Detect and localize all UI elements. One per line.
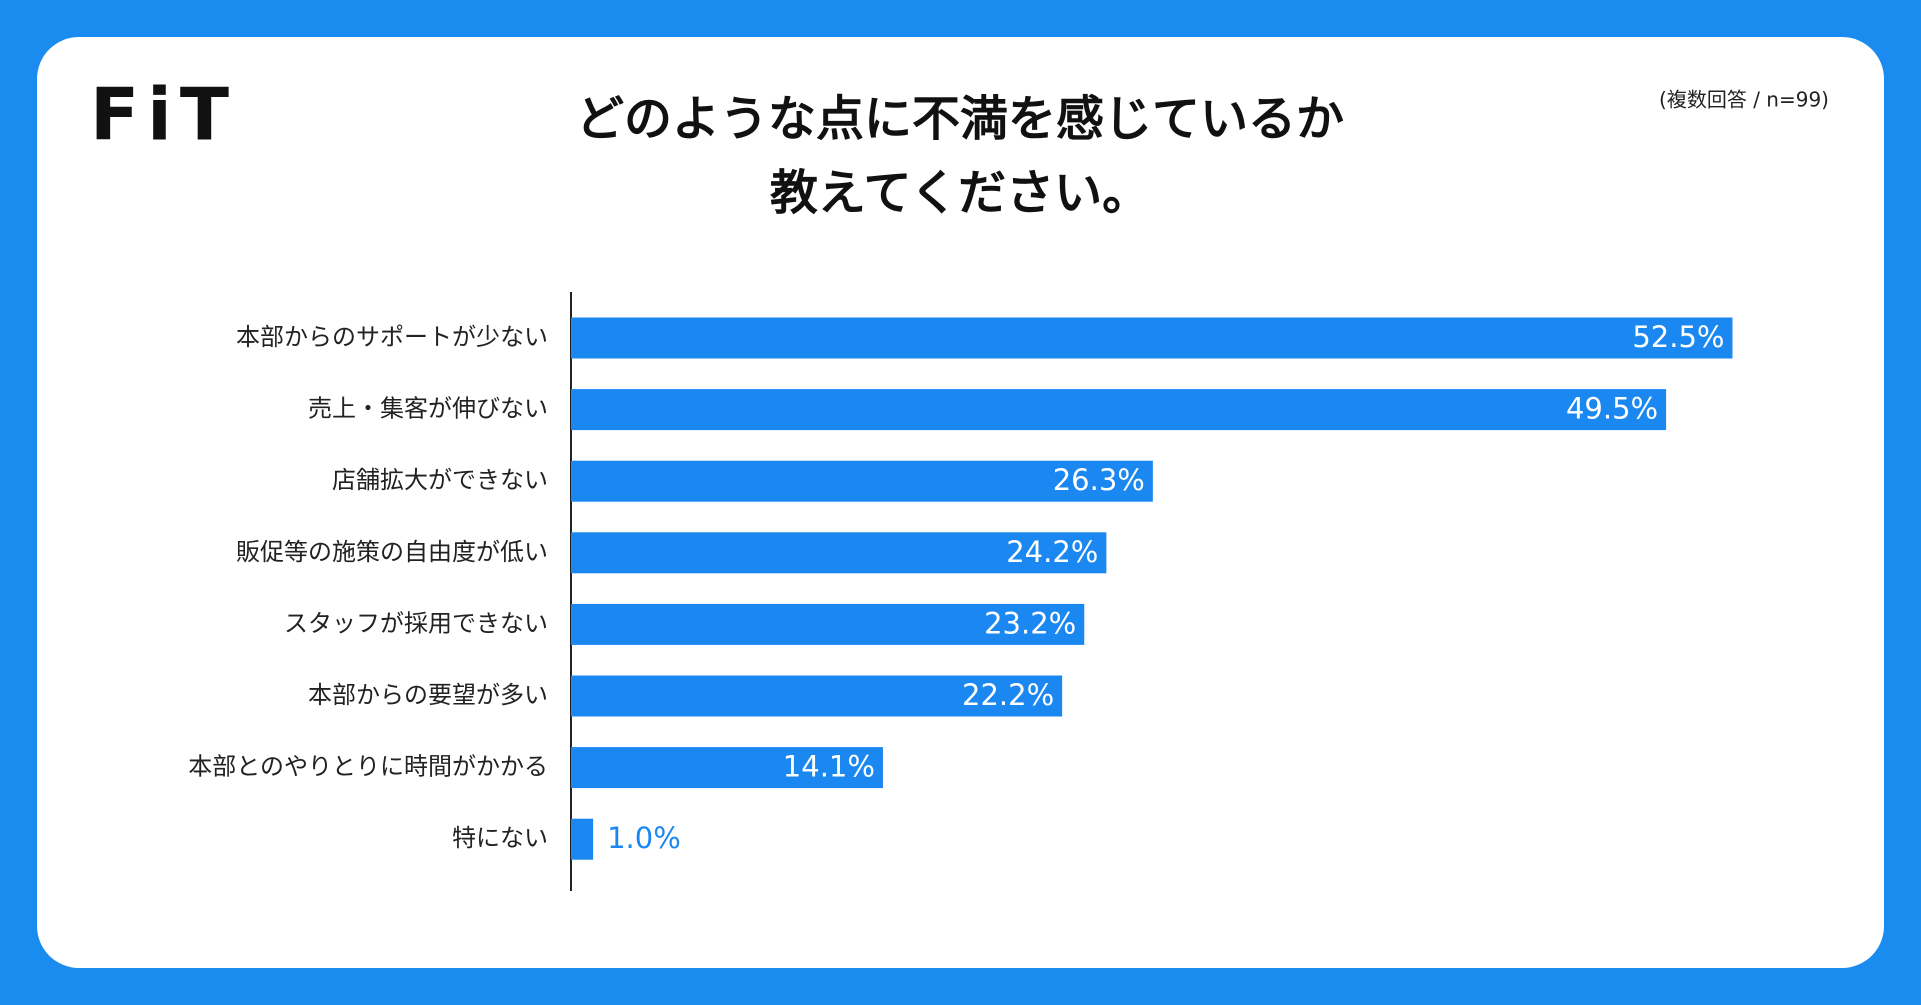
- value-label: 24.2%: [1006, 535, 1098, 569]
- value-label: 26.3%: [1053, 463, 1145, 497]
- category-label: 売上・集客が伸びない: [308, 395, 548, 423]
- card: [37, 37, 1884, 968]
- value-label: 14.1%: [783, 750, 875, 784]
- bar: [571, 818, 594, 860]
- bar: [571, 460, 1153, 502]
- category-label: 特にない: [452, 824, 548, 852]
- bar: [571, 675, 1063, 717]
- value-label: 52.5%: [1632, 320, 1724, 354]
- category-label: 本部からの要望が多い: [308, 681, 548, 709]
- value-label: 23.2%: [984, 606, 1076, 640]
- chart-title: 教えてください。: [770, 165, 1150, 221]
- bar: [571, 389, 1667, 431]
- bar: [571, 532, 1107, 574]
- value-label: 22.2%: [962, 678, 1054, 712]
- subtitle: (複数回答 / n=99): [1659, 88, 1829, 112]
- bar: [571, 603, 1085, 645]
- value-label: 1.0%: [607, 821, 681, 855]
- bar: [571, 317, 1733, 359]
- bar: [571, 747, 883, 789]
- logo: FiT: [90, 73, 237, 157]
- value-label: 49.5%: [1566, 392, 1658, 426]
- category-label: 本部とのやりとりに時間がかかる: [188, 753, 548, 781]
- chart-title: どのような点に不満を感じているか: [576, 91, 1344, 147]
- category-label: 販促等の施策の自由度が低い: [236, 538, 548, 566]
- category-label: 本部からのサポートが少ない: [236, 323, 548, 351]
- category-label: 店舗拡大ができない: [332, 466, 548, 494]
- category-label: スタッフが採用できない: [284, 609, 548, 637]
